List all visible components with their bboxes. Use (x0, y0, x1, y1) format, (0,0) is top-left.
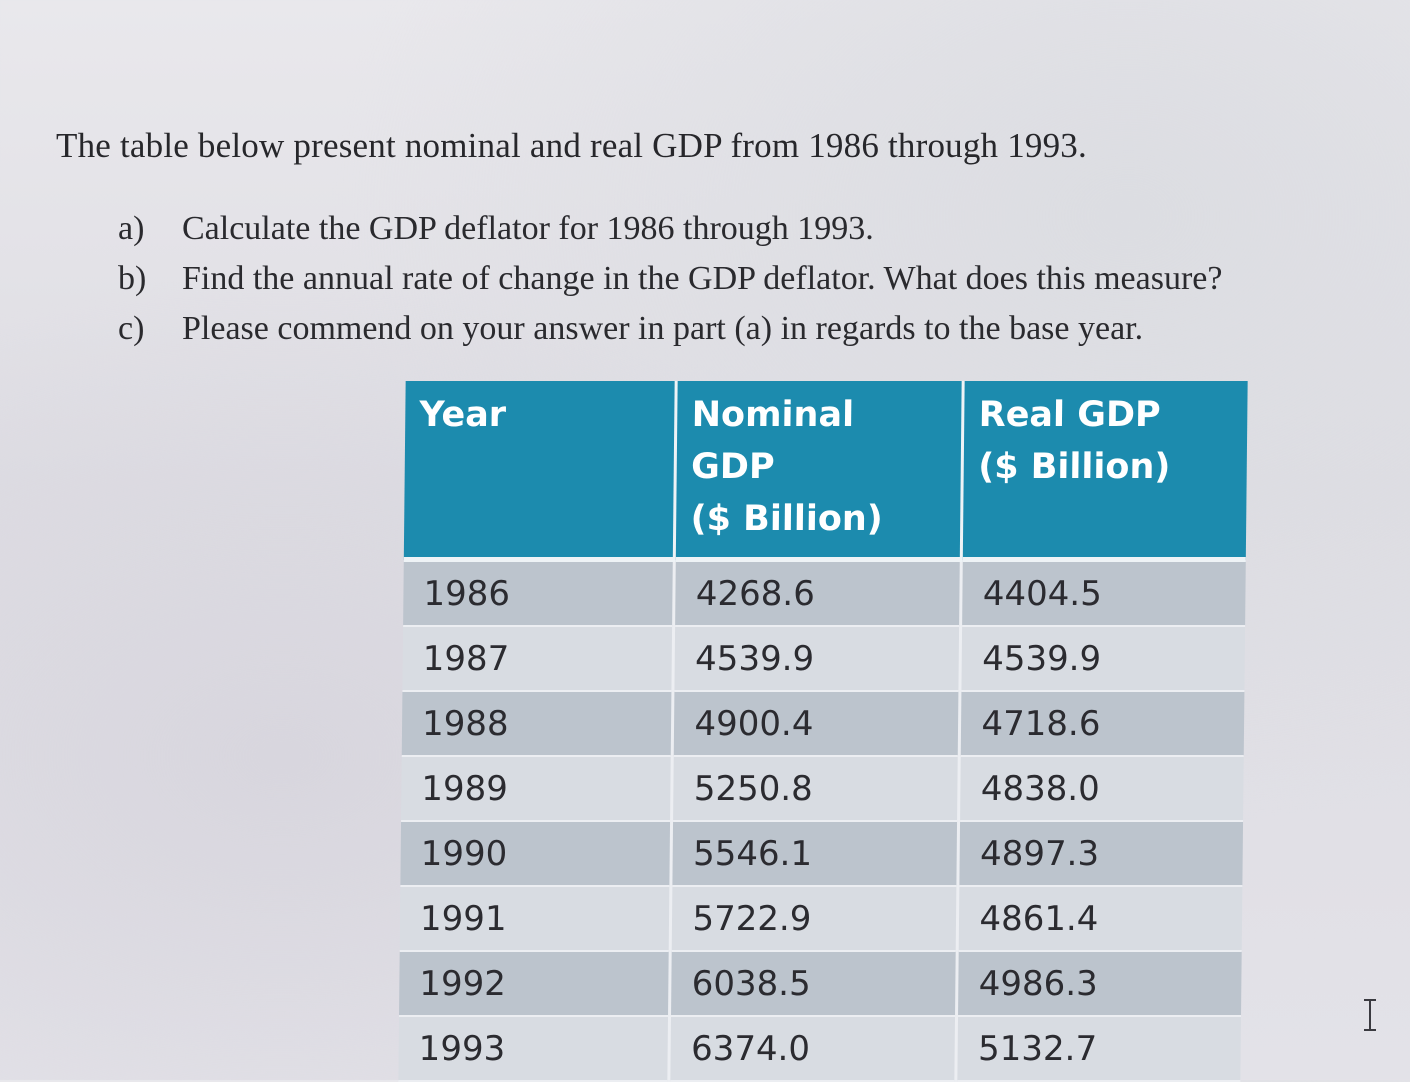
cell-nominal-gdp: 5250.8 (671, 756, 960, 821)
cell-year: 1990 (400, 821, 672, 886)
header-year: Year (403, 381, 677, 560)
cell-year: 1986 (403, 559, 675, 626)
cell-real-gdp: 4539.9 (960, 626, 1246, 691)
header-nominal-gdp: Nominal GDP ($ Billion) (674, 381, 964, 560)
header-year-label: Year (419, 395, 507, 435)
header-nominal-line2: ($ Billion) (690, 499, 884, 539)
cell-year: 1993 (398, 1016, 670, 1081)
cell-real-gdp: 4718.6 (959, 691, 1245, 756)
table-header-row: Year Nominal GDP ($ Billion) Real GDP ($… (403, 381, 1248, 560)
header-real-line1: Real GDP (978, 395, 1161, 435)
page-title: The table below present nominal and real… (56, 126, 1087, 165)
table-row: 1993 6374.0 5132.7 (398, 1016, 1242, 1081)
table-row: 1991 5722.9 4861.4 (399, 886, 1243, 951)
cell-year: 1992 (399, 951, 671, 1016)
cell-real-gdp: 4404.5 (961, 559, 1246, 626)
table-row: 1992 6038.5 4986.3 (399, 951, 1242, 1016)
cell-nominal-gdp: 4900.4 (672, 691, 961, 756)
question-marker: c) (118, 310, 145, 347)
gdp-table: Year Nominal GDP ($ Billion) Real GDP ($… (398, 381, 1248, 1082)
cell-nominal-gdp: 4539.9 (673, 626, 962, 691)
header-real-gdp: Real GDP ($ Billion) (961, 381, 1248, 560)
question-text: Calculate the GDP deflator for 1986 thro… (182, 210, 874, 247)
question-b: b) Find the annual rate of change in the… (118, 254, 1222, 304)
cell-real-gdp: 4986.3 (956, 951, 1242, 1016)
header-real-line2: ($ Billion) (977, 447, 1171, 487)
cell-nominal-gdp: 4268.6 (674, 559, 962, 626)
cell-real-gdp: 4838.0 (958, 756, 1244, 821)
header-nominal-line1: Nominal GDP (690, 395, 855, 487)
cell-year: 1988 (401, 691, 674, 756)
question-a: a) Calculate the GDP deflator for 1986 t… (118, 204, 1222, 254)
cell-real-gdp: 4861.4 (957, 886, 1243, 951)
table-row: 1986 4268.6 4404.5 (403, 559, 1246, 626)
cell-real-gdp: 4897.3 (958, 821, 1244, 886)
question-marker: a) (118, 210, 145, 247)
question-marker: b) (118, 260, 147, 297)
cell-nominal-gdp: 5722.9 (670, 886, 959, 951)
question-list: a) Calculate the GDP deflator for 1986 t… (118, 204, 1222, 354)
question-text: Find the annual rate of change in the GD… (182, 260, 1223, 297)
cell-real-gdp: 5132.7 (956, 1016, 1242, 1081)
text-cursor-icon (1364, 999, 1376, 1031)
cell-nominal-gdp: 6374.0 (669, 1016, 957, 1081)
cell-year: 1987 (402, 626, 675, 691)
cell-nominal-gdp: 5546.1 (671, 821, 959, 886)
table-row: 1987 4539.9 4539.9 (402, 626, 1246, 691)
cell-year: 1989 (401, 756, 673, 821)
question-c: c) Please commend on your answer in part… (118, 304, 1222, 354)
table-row: 1990 5546.1 4897.3 (400, 821, 1244, 886)
table-row: 1988 4900.4 4718.6 (401, 691, 1245, 756)
cell-year: 1991 (399, 886, 672, 951)
table-row: 1989 5250.8 4838.0 (401, 756, 1244, 821)
cell-nominal-gdp: 6038.5 (669, 951, 958, 1016)
question-text: Please commend on your answer in part (a… (182, 310, 1144, 347)
